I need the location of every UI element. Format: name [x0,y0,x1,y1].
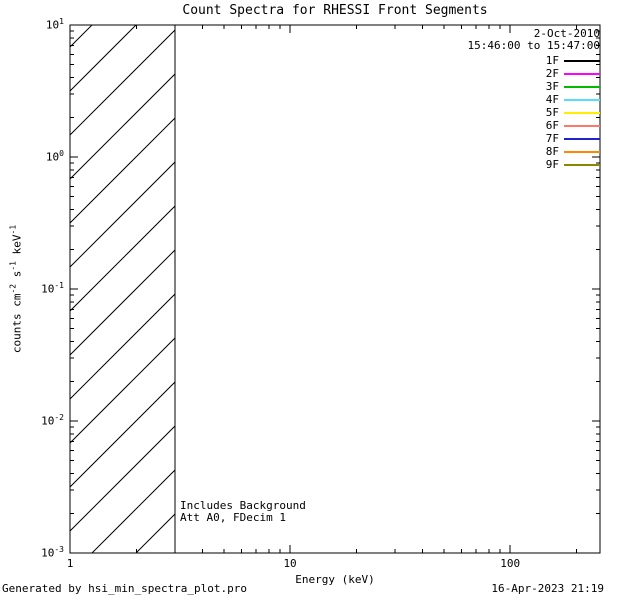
observation-time-range: 15:46:00 to 15:47:00 [467,39,600,52]
legend-label: 7F [545,132,559,145]
legend-color-line [564,137,600,140]
y-tick-label: 101 [45,17,64,32]
legend-color-line [564,111,600,114]
axis-ticks [69,24,600,554]
legend-item: 5F [546,106,600,119]
legend-item: 8F [546,145,600,158]
observation-date: 2-Oct-2010 [533,27,600,40]
legend-label: 9F [545,158,559,171]
legend-color-line [564,59,600,62]
legend-color-line [564,85,600,88]
legend-item: 9F [546,158,600,171]
render-timestamp: 16-Apr-2023 21:19 [491,582,604,595]
legend-item: 2F [546,67,600,80]
hatched-region [70,25,176,553]
legend-color-line [564,124,600,127]
legend-item: 7F [546,132,600,145]
legend-label: 2F [545,67,559,80]
x-tick-label: 10 [283,557,297,570]
generated-by-text: Generated by hsi_min_spectra_plot.pro [2,582,248,595]
x-tick-label: 100 [500,557,521,570]
legend-color-line [564,98,600,101]
legend-label: 5F [545,106,559,119]
x-axis-label: Energy (keV) [295,573,375,586]
chart-title: Count Spectra for RHESSI Front Segments [182,3,488,18]
legend-item: 1F [546,54,600,67]
legend-color-line [564,72,600,75]
legend-color-line [564,150,600,153]
legend: 1F 2F 3F 4F 5F 6F 7F 8F 9F [546,54,600,171]
legend-color-line [564,163,600,166]
legend-label: 1F [545,54,559,67]
legend-item: 6F [546,119,600,132]
y-tick-label: 100 [45,149,64,164]
y-tick-label: 10-1 [41,281,64,296]
legend-label: 4F [545,93,559,106]
x-tick-label: 1 [66,557,74,570]
legend-item: 3F [546,80,600,93]
legend-label: 8F [545,145,559,158]
legend-item: 4F [546,93,600,106]
legend-label: 6F [545,119,559,132]
x-axis-tick-labels: 1 10 100 [0,557,640,571]
legend-label: 3F [545,80,559,93]
y-tick-label: 10-3 [41,545,64,560]
y-tick-label: 10-2 [41,413,64,428]
annotation-attenuator-state: Att A0, FDecim 1 [180,511,286,524]
annotation-includes-background: Includes Background [180,499,306,512]
plot-border [69,24,601,554]
y-axis-label: counts cm-2 s-1 keV-1 [8,224,24,354]
